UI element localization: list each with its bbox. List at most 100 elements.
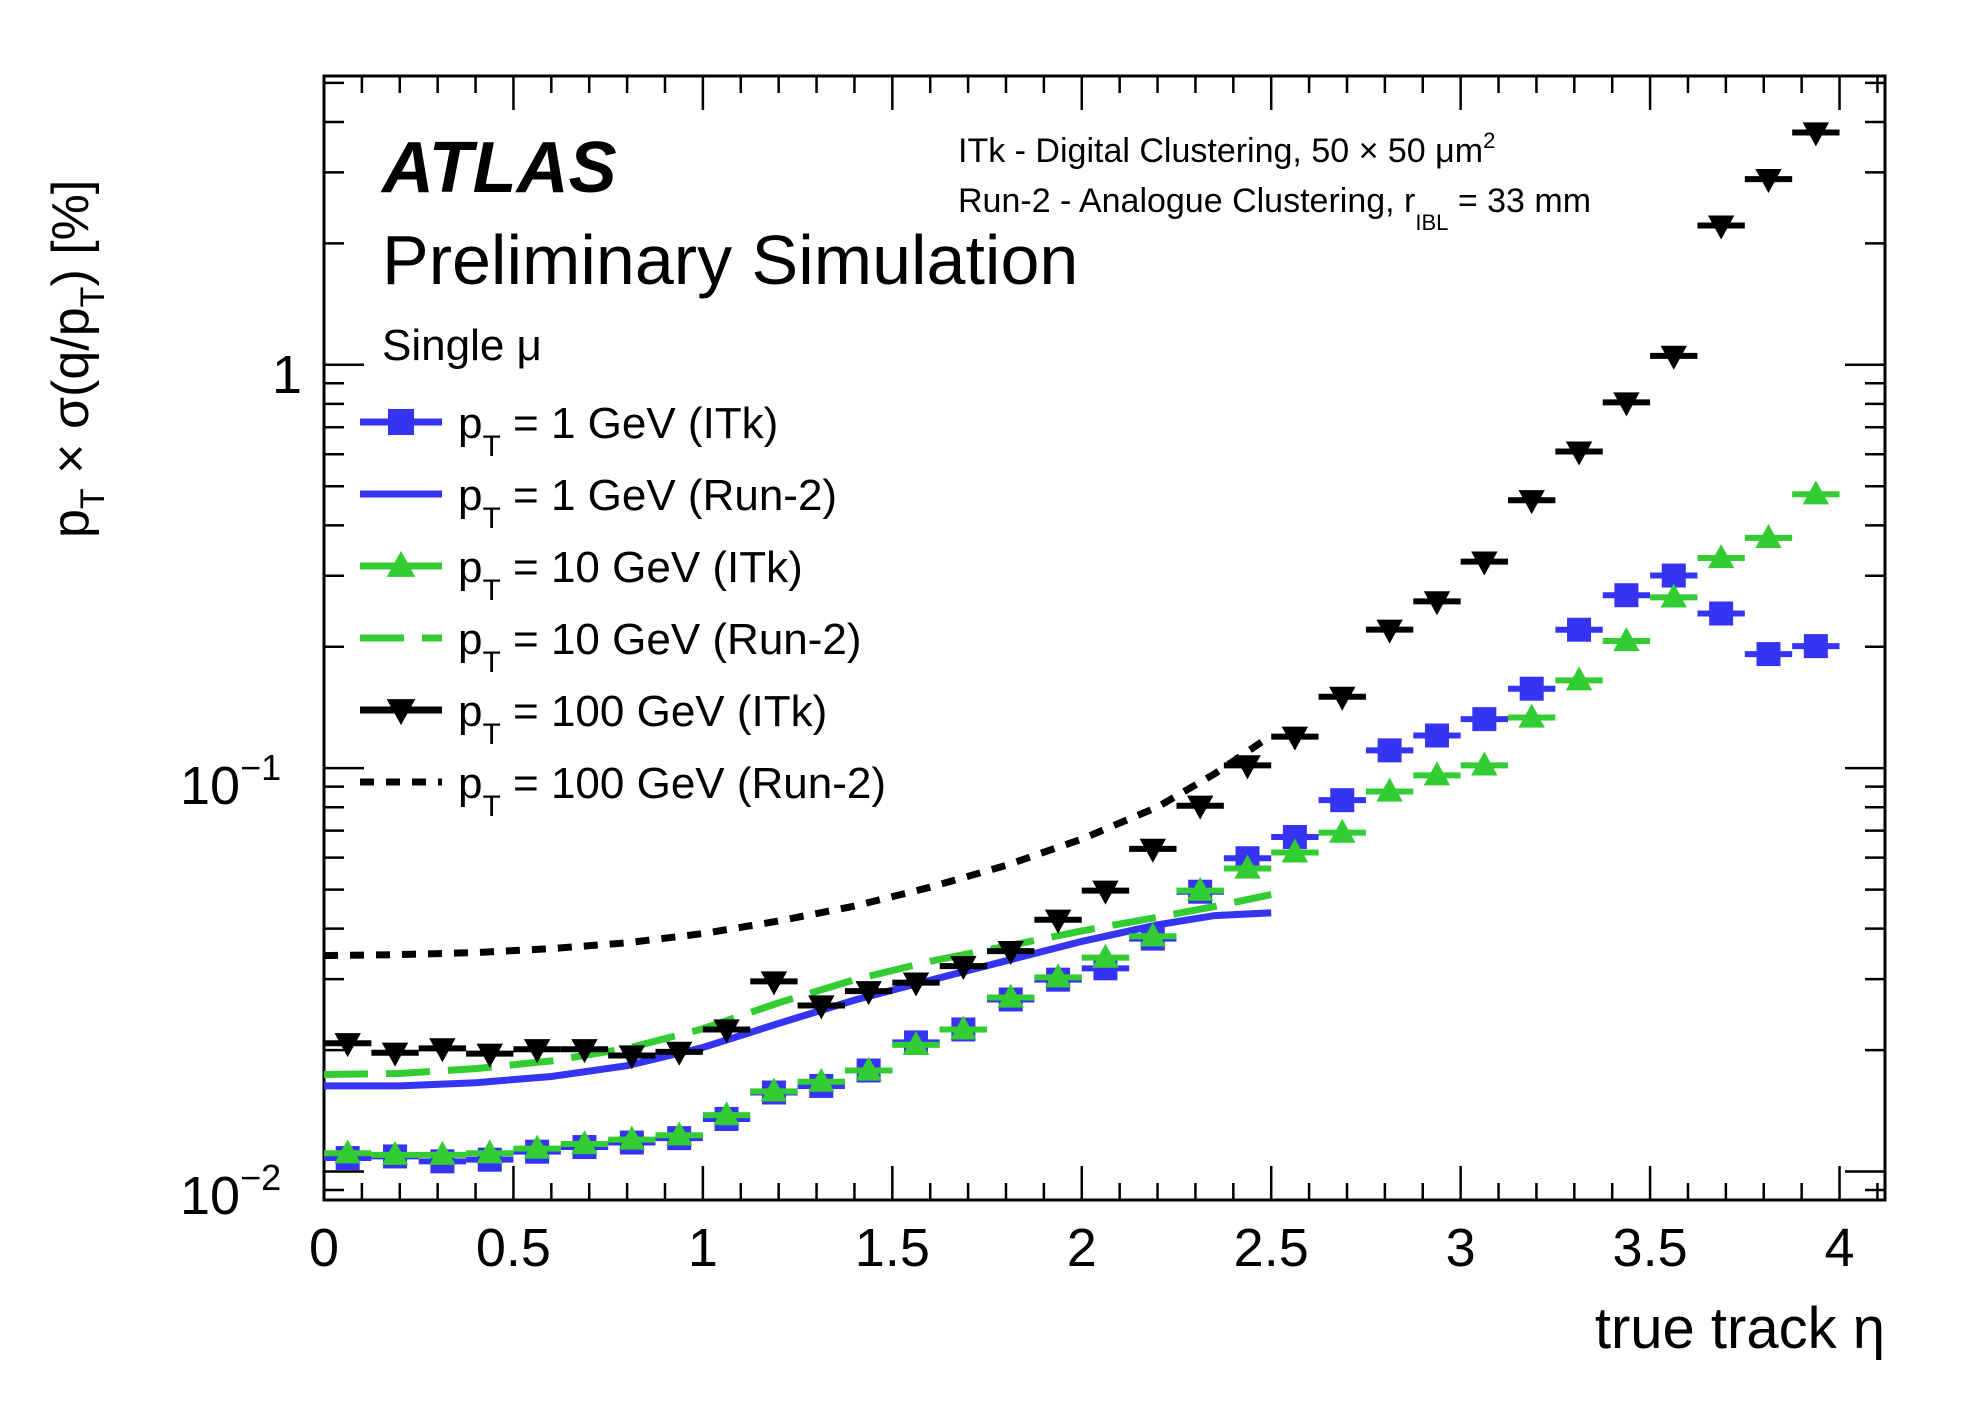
- data-point-triangle-down: [386, 699, 416, 726]
- legend-label: pT = 1 GeV (Run-2): [458, 471, 837, 535]
- itk-config-label: ITk - Digital Clustering, 50 × 50 μm2: [958, 128, 1495, 170]
- data-point-triangle-up: [1660, 583, 1687, 608]
- data-point-triangle-down: [1186, 795, 1214, 820]
- data-series: [323, 122, 1840, 1174]
- data-point-square: [1803, 634, 1828, 659]
- x-tick-labels: 0 0.5 1 1.5 2 2.5 3 3.5 4: [309, 1218, 1855, 1278]
- data-point-square: [1472, 707, 1497, 732]
- data-point-triangle-down: [997, 940, 1024, 965]
- data-point-triangle-up: [1471, 751, 1498, 776]
- data-point-triangle-up: [1139, 922, 1167, 947]
- y-tick-labels: 10−2 10−1 1: [180, 345, 302, 1226]
- data-point-triangle-down: [1518, 490, 1545, 515]
- x-tick-label: 4: [1825, 1218, 1855, 1278]
- y-axis-title: pT × σ(q/pT) [%]: [42, 180, 112, 538]
- data-point-triangle-up: [1565, 666, 1593, 691]
- data-point-triangle-down: [760, 971, 788, 996]
- data-point-triangle-down: [1281, 726, 1309, 751]
- data-point-triangle-down: [666, 1041, 693, 1066]
- data-point-triangle-up: [1613, 627, 1640, 652]
- data-point-triangle-up: [1376, 777, 1403, 802]
- data-point-triangle-up: [523, 1134, 551, 1159]
- data-point-triangle-up: [666, 1121, 693, 1146]
- legend-label: pT = 10 GeV (ITk): [458, 543, 803, 607]
- data-point-triangle-down: [950, 956, 977, 981]
- data-point-square: [1614, 583, 1639, 608]
- data-point-triangle-down: [1755, 168, 1782, 193]
- data-point-triangle-down: [571, 1039, 598, 1064]
- data-point-square: [1519, 676, 1544, 701]
- data-point-triangle-up: [429, 1140, 456, 1165]
- data-point-square: [1567, 617, 1592, 642]
- data-point-triangle-up: [1092, 943, 1119, 968]
- data-point-triangle-down: [1471, 551, 1498, 576]
- process-label: Single μ: [382, 321, 542, 370]
- data-point-triangle-down: [381, 1042, 409, 1067]
- x-tick-label: 3: [1446, 1218, 1476, 1278]
- data-point-triangle-down: [523, 1039, 551, 1064]
- x-tick-label: 2: [1067, 1218, 1097, 1278]
- data-point-triangle-down: [476, 1043, 503, 1068]
- legend-label: pT = 100 GeV (Run-2): [458, 759, 886, 823]
- data-point-triangle-up: [1044, 963, 1072, 988]
- legend: pT = 1 GeV (ITk) pT = 1 GeV (Run-2) pT = 1…: [360, 399, 886, 823]
- y-tick-label: 10−1: [180, 747, 281, 816]
- data-point-square: [388, 409, 414, 435]
- status-label: Preliminary Simulation: [382, 221, 1078, 299]
- data-point-square: [1756, 642, 1781, 667]
- data-point-triangle-down: [1044, 909, 1072, 934]
- data-point-triangle-up: [1186, 876, 1214, 901]
- y-tick-label: 1: [272, 345, 302, 405]
- data-point-triangle-down: [1376, 619, 1403, 644]
- data-point-triangle-down: [1329, 686, 1356, 711]
- data-point-triangle-up: [571, 1130, 598, 1155]
- data-point-triangle-up: [386, 550, 416, 577]
- data-point-triangle-up: [334, 1139, 361, 1164]
- data-point-triangle-down: [618, 1045, 646, 1070]
- x-tick-label: 1: [688, 1218, 718, 1278]
- data-point-triangle-down: [1423, 591, 1451, 616]
- series-line: [323, 891, 1272, 1078]
- data-point-triangle-down: [902, 972, 930, 997]
- legend-label: pT = 10 GeV (Run-2): [458, 615, 862, 679]
- run2-config-label: Run-2 - Analogue Clustering, rIBL = 33 m…: [958, 182, 1591, 235]
- x-tick-label: 0: [309, 1218, 339, 1278]
- data-point-triangle-up: [1707, 544, 1735, 569]
- atlas-label: ATLAS: [380, 128, 617, 208]
- data-point-triangle-up: [618, 1125, 646, 1150]
- data-point-square: [1709, 601, 1734, 626]
- data-point-triangle-up: [1755, 523, 1782, 548]
- data-point-triangle-up: [1802, 480, 1830, 505]
- data-point-triangle-up: [476, 1139, 503, 1164]
- data-point-triangle-down: [1139, 838, 1167, 863]
- data-point-triangle-down: [1707, 215, 1735, 240]
- series-line: [323, 732, 1274, 960]
- data-point-triangle-up: [1281, 838, 1309, 863]
- legend-label: pT = 100 GeV (ITk): [458, 687, 827, 751]
- data-point-triangle-up: [1329, 818, 1356, 843]
- data-point-triangle-up: [1234, 854, 1261, 879]
- axis-ticks: [322, 76, 1885, 1200]
- data-point-triangle-down: [855, 981, 882, 1006]
- x-tick-label: 2.5: [1234, 1218, 1309, 1278]
- data-point-triangle-up: [950, 1015, 977, 1040]
- x-tick-label: 3.5: [1613, 1218, 1688, 1278]
- data-point-triangle-down: [1660, 345, 1687, 370]
- data-point-triangle-down: [808, 995, 835, 1020]
- plot-frame: [322, 74, 1887, 1202]
- data-point-triangle-down: [1565, 441, 1593, 466]
- data-point-square: [1377, 738, 1402, 763]
- data-point-triangle-down: [1613, 392, 1640, 417]
- data-point-triangle-up: [997, 983, 1024, 1008]
- y-tick-label: 10−2: [180, 1157, 281, 1226]
- data-point-triangle-down: [713, 1019, 740, 1044]
- x-tick-label: 0.5: [476, 1218, 551, 1278]
- x-tick-label: 1.5: [855, 1218, 930, 1278]
- data-point-triangle-up: [808, 1067, 835, 1092]
- data-point-square: [1330, 788, 1355, 813]
- x-axis-title: true track η: [1595, 1296, 1885, 1361]
- data-point-triangle-down: [429, 1038, 456, 1063]
- data-point-triangle-up: [381, 1140, 409, 1165]
- data-point-triangle-down: [1092, 880, 1119, 905]
